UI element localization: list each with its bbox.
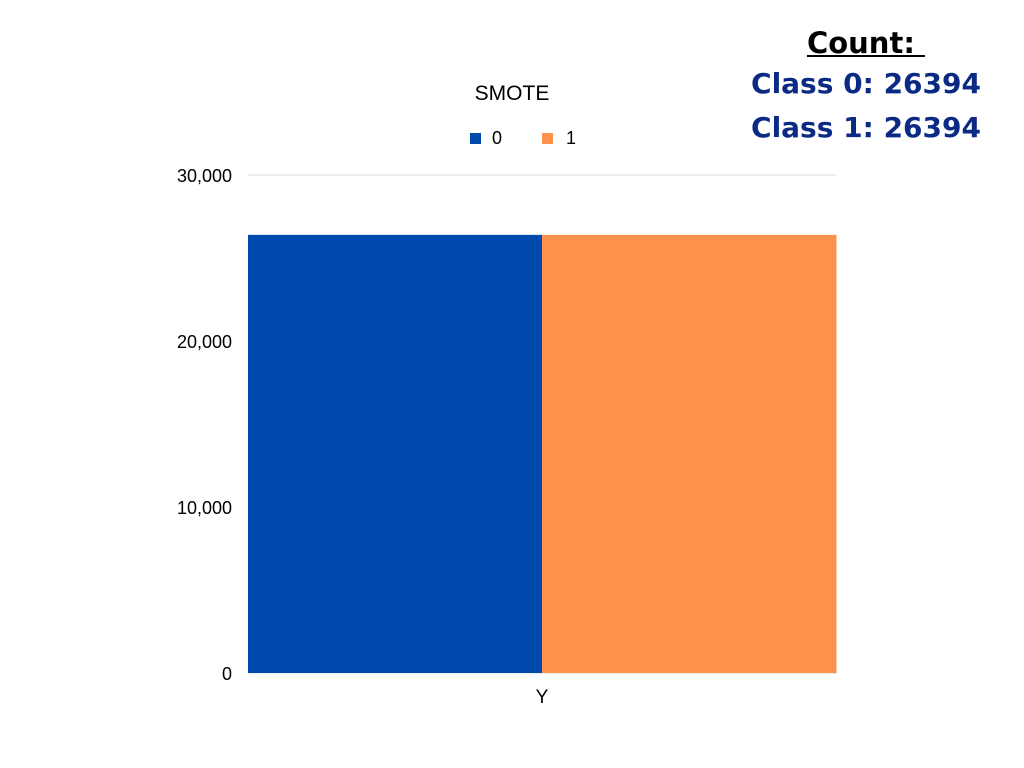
y-tick-label-1: 10,000	[177, 498, 232, 518]
count-class-1: Class 1: 26394	[751, 111, 981, 144]
bar-class-1	[542, 234, 837, 673]
count-title: Count:	[806, 26, 915, 60]
x-tick-label-y: Y	[536, 687, 549, 708]
y-tick-label-0: 0	[222, 664, 232, 684]
y-tick-label-3: 30,000	[177, 166, 232, 186]
legend-label-0: 0	[492, 128, 502, 148]
y-tick-label-2: 20,000	[177, 332, 232, 352]
legend: 0 1	[470, 128, 576, 148]
count-class-0: Class 0: 26394	[751, 67, 981, 100]
bar-class-0	[248, 234, 543, 673]
legend-swatch-1	[542, 133, 553, 144]
count-panel: Count: Class 0: 26394 Class 1: 26394	[746, 24, 986, 150]
legend-label-1: 1	[566, 128, 576, 148]
chart-title: SMOTE	[475, 82, 550, 105]
legend-swatch-0	[470, 133, 481, 144]
